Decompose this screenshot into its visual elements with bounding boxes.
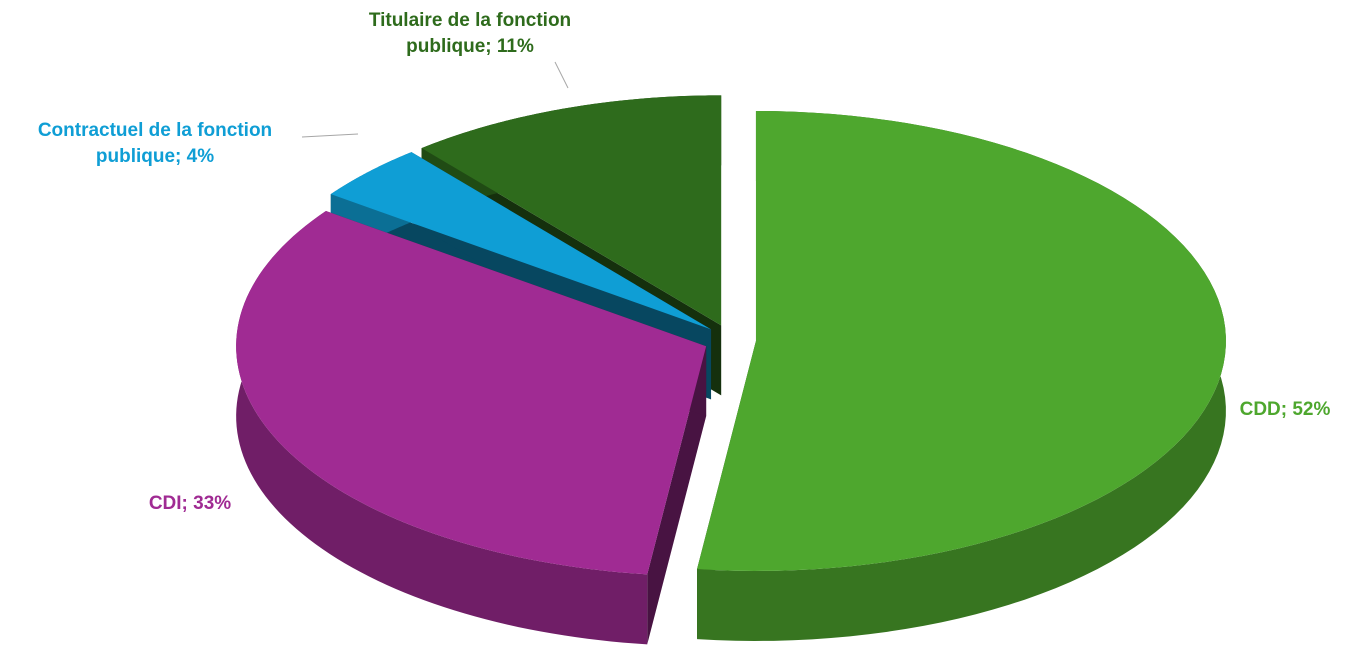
data-label: CDI; 33% (148, 493, 232, 514)
data-label: CDD; 52% (1239, 399, 1331, 420)
leader-line (301, 133, 359, 138)
slice-cut-face (647, 346, 707, 645)
slice (236, 211, 707, 645)
slice-top (330, 152, 712, 330)
slice-top (236, 211, 707, 575)
data-label: Contractuel de la fonction publique; 4% (37, 120, 273, 167)
leader-line (554, 61, 569, 89)
slice-side (236, 211, 648, 645)
slice (697, 110, 1226, 641)
slice-top (697, 110, 1226, 571)
slice-top (421, 95, 722, 326)
data-label: Titulaire de la fonction publique; 11% (368, 10, 572, 57)
